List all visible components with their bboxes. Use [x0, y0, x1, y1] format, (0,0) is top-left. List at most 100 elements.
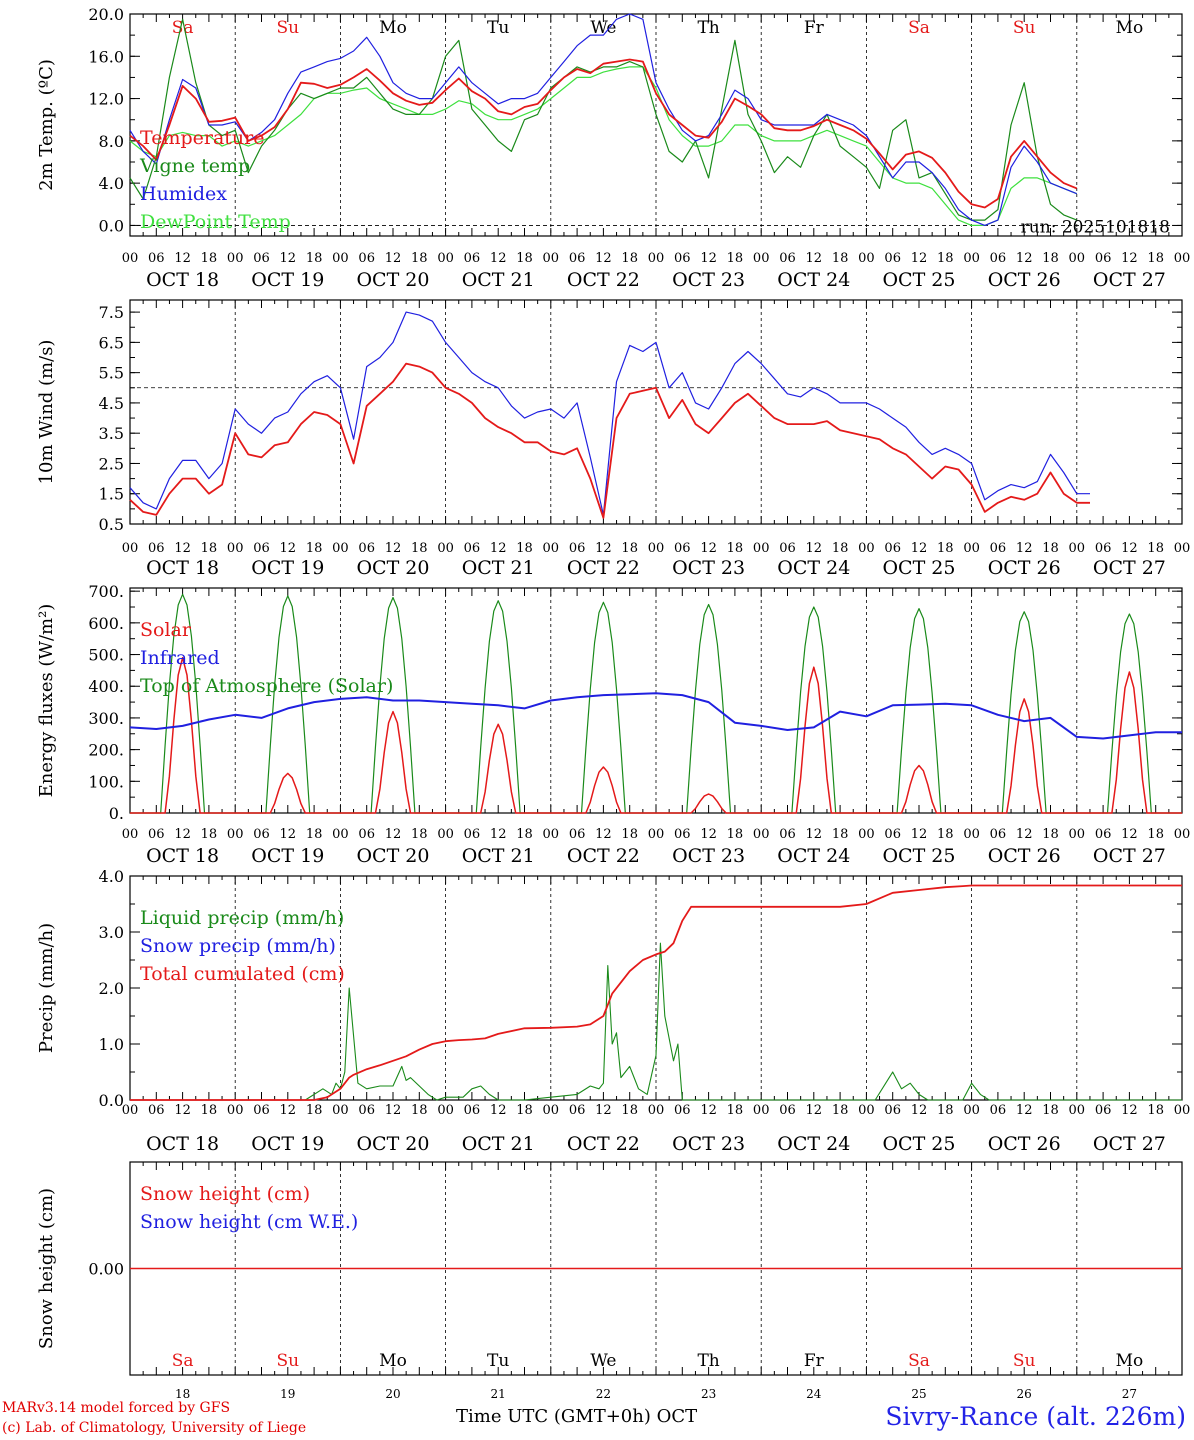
hour-tick-label: 06 — [990, 827, 1007, 842]
hour-tick-label: 18 — [306, 251, 323, 266]
hour-tick-label: 00 — [543, 251, 560, 266]
hour-tick-label: 18 — [306, 541, 323, 556]
day-label: OCT 20 — [356, 557, 429, 579]
hour-tick-label: 00 — [753, 541, 770, 556]
hour-tick-label: 18 — [937, 541, 954, 556]
hour-tick-label: 12 — [280, 827, 297, 842]
hour-tick-label: 18 — [1147, 541, 1164, 556]
hour-tick-label: 00 — [648, 251, 665, 266]
footer-station-name: Sivry-Rance (alt. 226m) — [885, 1402, 1186, 1431]
day-number-label: 20 — [385, 1387, 400, 1401]
y-tick-label: 7.5 — [99, 303, 124, 322]
hour-tick-label: 00 — [543, 1103, 560, 1118]
hour-tick-label: 00 — [1069, 541, 1086, 556]
series-line-temperature — [129, 58, 1078, 209]
day-label: OCT 26 — [988, 269, 1061, 291]
series-line-humidex — [129, 13, 1078, 226]
hour-tick-label: 00 — [858, 1103, 875, 1118]
day-label: OCT 24 — [777, 269, 850, 291]
hour-tick-label: 12 — [911, 1103, 928, 1118]
hour-tick-label: 06 — [569, 827, 586, 842]
legend-entry: Humidex — [140, 183, 227, 205]
day-label: OCT 23 — [672, 1133, 745, 1155]
y-tick-label: 400. — [88, 677, 124, 696]
hour-tick-label: 12 — [174, 541, 191, 556]
hour-tick-label: 12 — [595, 541, 612, 556]
hour-tick-label: 12 — [806, 827, 823, 842]
y-tick-label: 2.0 — [99, 979, 124, 998]
hour-tick-label: 00 — [648, 541, 665, 556]
hour-tick-label: 06 — [1095, 541, 1112, 556]
day-label: OCT 25 — [882, 269, 955, 291]
hour-tick-label: 00 — [753, 827, 770, 842]
hour-tick-label: 06 — [779, 541, 796, 556]
hour-tick-label: 00 — [437, 827, 454, 842]
hour-tick-label: 18 — [832, 251, 849, 266]
hour-tick-label: 06 — [884, 1103, 901, 1118]
y-tick-label: 600. — [88, 614, 124, 633]
series-line-vigne-temp — [129, 18, 1078, 221]
hour-tick-label: 12 — [911, 541, 928, 556]
hour-tick-label: 00 — [648, 1103, 665, 1118]
hour-tick-label: 00 — [648, 827, 665, 842]
hour-tick-label: 18 — [201, 251, 218, 266]
y-tick-label: 300. — [88, 709, 124, 728]
hour-tick-label: 12 — [490, 251, 507, 266]
day-label: OCT 19 — [251, 845, 324, 867]
hour-tick-label: 00 — [122, 251, 139, 266]
hour-tick-label: 12 — [174, 827, 191, 842]
hour-tick-label: 06 — [569, 541, 586, 556]
panel-5: 0.00 Snow height (cm) Sa Su Mo Tu We Th Fr Sa Su Mo… — [36, 1161, 1183, 1401]
legend-entry: Snow precip (mm/h) — [140, 935, 336, 957]
y-tick-label: 500. — [88, 646, 124, 665]
hour-tick-label: 12 — [385, 1103, 402, 1118]
y-tick-label: 20.0 — [88, 5, 124, 24]
day-label: OCT 25 — [882, 1133, 955, 1155]
y-tick-label: 0.0 — [99, 216, 124, 235]
hour-tick-label: 06 — [884, 827, 901, 842]
hour-tick-label: 06 — [358, 251, 375, 266]
hour-tick-label: 06 — [674, 251, 691, 266]
hour-tick-label: 00 — [437, 251, 454, 266]
y-tick-label: 1.5 — [99, 485, 124, 504]
hour-tick-label: 00 — [963, 251, 980, 266]
hour-tick-label: 00 — [858, 827, 875, 842]
day-number-label: 26 — [1017, 1387, 1032, 1401]
hour-tick-label: 00 — [332, 1103, 349, 1118]
hour-tick-label: 06 — [464, 541, 481, 556]
hour-tick-label: 00 — [753, 1103, 770, 1118]
day-label: OCT 20 — [356, 1133, 429, 1155]
day-label: OCT 21 — [462, 269, 535, 291]
footer-copyright-line: (c) Lab. of Climatology, University of L… — [2, 1420, 307, 1436]
hour-tick-label: 12 — [595, 251, 612, 266]
legend-entry: Top of Atmosphere (Solar) — [140, 675, 393, 697]
hour-tick-label: 18 — [1042, 251, 1059, 266]
hour-tick-label: 12 — [490, 827, 507, 842]
hour-tick-label: 12 — [911, 827, 928, 842]
hour-tick-label: 00 — [332, 541, 349, 556]
hour-tick-label: 18 — [306, 827, 323, 842]
hour-tick-label: 18 — [201, 827, 218, 842]
hour-tick-label: 12 — [700, 827, 717, 842]
legend-entry: Temperature — [140, 127, 264, 149]
hour-tick-label: 18 — [621, 541, 638, 556]
hour-tick-label: 00 — [227, 251, 244, 266]
weekday-label: We — [590, 1351, 616, 1371]
hour-tick-label: 12 — [490, 1103, 507, 1118]
hour-tick-label: 06 — [358, 1103, 375, 1118]
day-label: OCT 23 — [672, 845, 745, 867]
hour-tick-label: 18 — [411, 251, 428, 266]
hour-tick-label: 12 — [806, 1103, 823, 1118]
panel-1: 0.0 4.0 8.0 12.0 16.0 20.0 2m Temp. (ºC) 00 06 12… — [36, 5, 1190, 291]
hour-tick-label: 18 — [1147, 1103, 1164, 1118]
weekday-label: Th — [697, 1351, 719, 1371]
hour-tick-label: 06 — [779, 827, 796, 842]
legend-entry: Vigne temp — [139, 155, 250, 177]
hour-tick-label: 12 — [385, 541, 402, 556]
hour-tick-label: 06 — [779, 251, 796, 266]
day-label: OCT 23 — [672, 269, 745, 291]
hour-tick-label: 06 — [674, 541, 691, 556]
weekday-label: Su — [1013, 18, 1036, 38]
hour-tick-label: 06 — [358, 827, 375, 842]
